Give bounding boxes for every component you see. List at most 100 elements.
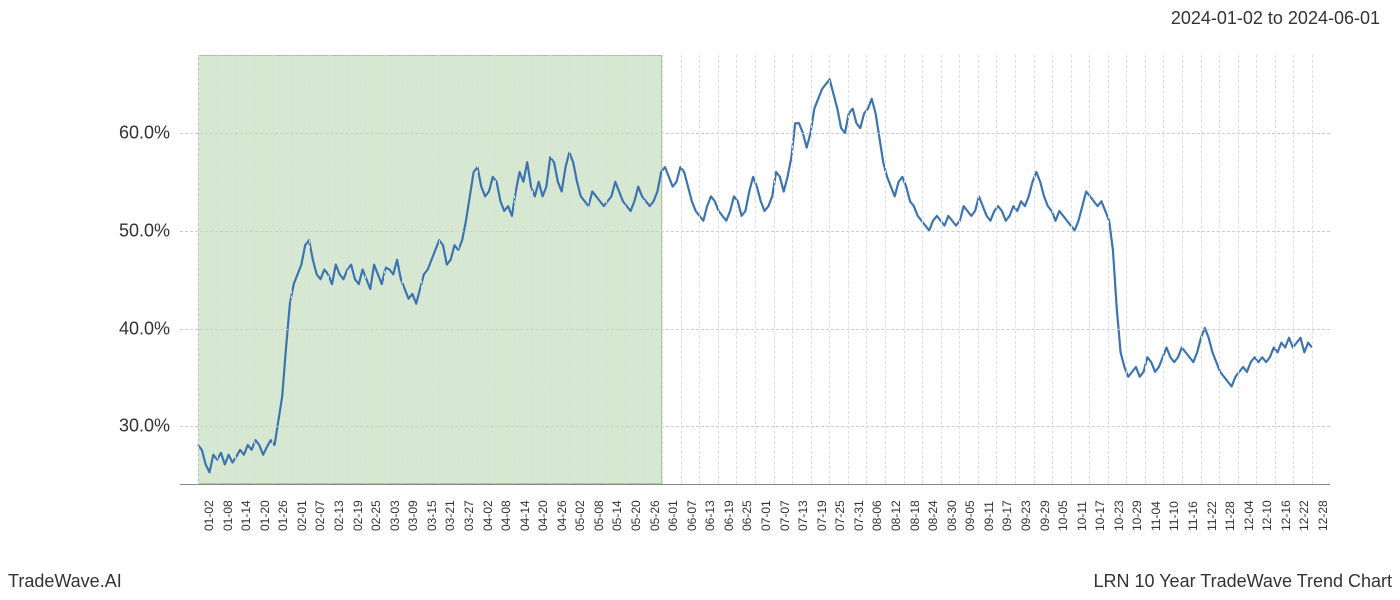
x-tick-label: 01-08 [221,500,235,531]
gridline-vertical [1219,55,1220,484]
x-tick-label: 05-02 [573,500,587,531]
x-tick-label: 09-11 [982,501,996,531]
gridline-vertical [662,55,663,484]
gridline-vertical [1145,55,1146,484]
gridline-vertical [1126,55,1127,484]
x-tick-label: 07-13 [796,500,810,531]
x-tick-label: 03-03 [388,500,402,531]
gridline-vertical [328,55,329,484]
x-tick-label: 02-01 [295,500,309,531]
x-tick-label: 04-26 [555,500,569,531]
x-tick-label: 12-10 [1260,500,1274,531]
x-tick-label: 06-19 [722,500,736,531]
gridline-vertical [1293,55,1294,484]
gridline-vertical [644,55,645,484]
x-tick-label: 05-08 [592,500,606,531]
x-tick-label: 04-14 [518,500,532,531]
gridline-vertical [848,55,849,484]
gridline-vertical [1275,55,1276,484]
x-tick-label: 04-02 [481,500,495,531]
gridline-vertical [458,55,459,484]
gridline-vertical [1201,55,1202,484]
gridline-vertical [755,55,756,484]
gridline-vertical [792,55,793,484]
y-tick-label: 40.0% [90,318,170,339]
y-tick-label: 50.0% [90,220,170,241]
gridline-vertical [421,55,422,484]
gridline-vertical [811,55,812,484]
gridline-vertical [588,55,589,484]
x-tick-label: 10-11 [1075,501,1089,531]
x-tick-label: 06-25 [740,500,754,531]
gridline-vertical [254,55,255,484]
gridline-vertical [309,55,310,484]
gridline-vertical [681,55,682,484]
gridline-vertical [1256,55,1257,484]
brand-label: TradeWave.AI [8,571,122,592]
gridline-vertical [569,55,570,484]
gridline-vertical [625,55,626,484]
x-tick-label: 11-10 [1167,501,1181,531]
x-tick-label: 02-07 [313,500,327,531]
chart-title: LRN 10 Year TradeWave Trend Chart [1094,571,1393,592]
gridline-vertical [1312,55,1313,484]
gridline-vertical [1071,55,1072,484]
gridline-vertical [1182,55,1183,484]
x-tick-label: 04-08 [499,500,513,531]
gridline-vertical [718,55,719,484]
gridline-vertical [829,55,830,484]
gridline-vertical [235,55,236,484]
x-tick-label: 11-22 [1205,501,1219,531]
x-tick-label: 01-02 [202,500,216,531]
x-tick-label: 09-17 [1000,500,1014,531]
gridline-vertical [959,55,960,484]
gridline-vertical [699,55,700,484]
x-tick-label: 12-22 [1297,500,1311,531]
gridline-vertical [866,55,867,484]
gridline-vertical [885,55,886,484]
gridline-vertical [606,55,607,484]
x-tick-label: 03-15 [425,500,439,531]
gridline-vertical [941,55,942,484]
gridline-vertical [477,55,478,484]
y-tick-label: 30.0% [90,416,170,437]
gridline-vertical [384,55,385,484]
x-tick-label: 07-01 [759,500,773,531]
x-tick-label: 10-05 [1056,500,1070,531]
x-tick-label: 07-25 [833,500,847,531]
x-tick-label: 09-29 [1038,500,1052,531]
gridline-vertical [774,55,775,484]
x-tick-label: 05-26 [648,500,662,531]
x-tick-label: 02-13 [332,500,346,531]
x-tick-label: 08-30 [945,500,959,531]
gridline-vertical [551,55,552,484]
x-tick-label: 06-13 [703,500,717,531]
x-tick-label: 10-17 [1093,500,1107,531]
x-tick-label: 11-28 [1223,501,1237,531]
x-tick-label: 10-23 [1112,500,1126,531]
gridline-vertical [1089,55,1090,484]
gridline-vertical [217,55,218,484]
gridline-vertical [365,55,366,484]
x-tick-label: 11-16 [1186,501,1200,531]
gridline-vertical [1052,55,1053,484]
x-tick-label: 05-14 [610,500,624,531]
date-range-label: 2024-01-02 to 2024-06-01 [1171,8,1380,29]
gridline-vertical [402,55,403,484]
x-tick-label: 02-19 [351,500,365,531]
gridline-vertical [904,55,905,484]
x-tick-label: 08-18 [908,500,922,531]
y-tick-label: 60.0% [90,123,170,144]
x-tick-label: 03-21 [443,500,457,531]
x-tick-label: 08-06 [870,500,884,531]
gridline-vertical [439,55,440,484]
x-tick-label: 11-04 [1149,501,1163,531]
gridline-vertical [736,55,737,484]
x-tick-label: 12-16 [1279,500,1293,531]
x-tick-label: 05-20 [629,500,643,531]
x-tick-label: 08-12 [889,500,903,531]
x-tick-label: 10-29 [1130,500,1144,531]
gridline-vertical [291,55,292,484]
gridline-vertical [514,55,515,484]
x-tick-label: 07-07 [778,500,792,531]
